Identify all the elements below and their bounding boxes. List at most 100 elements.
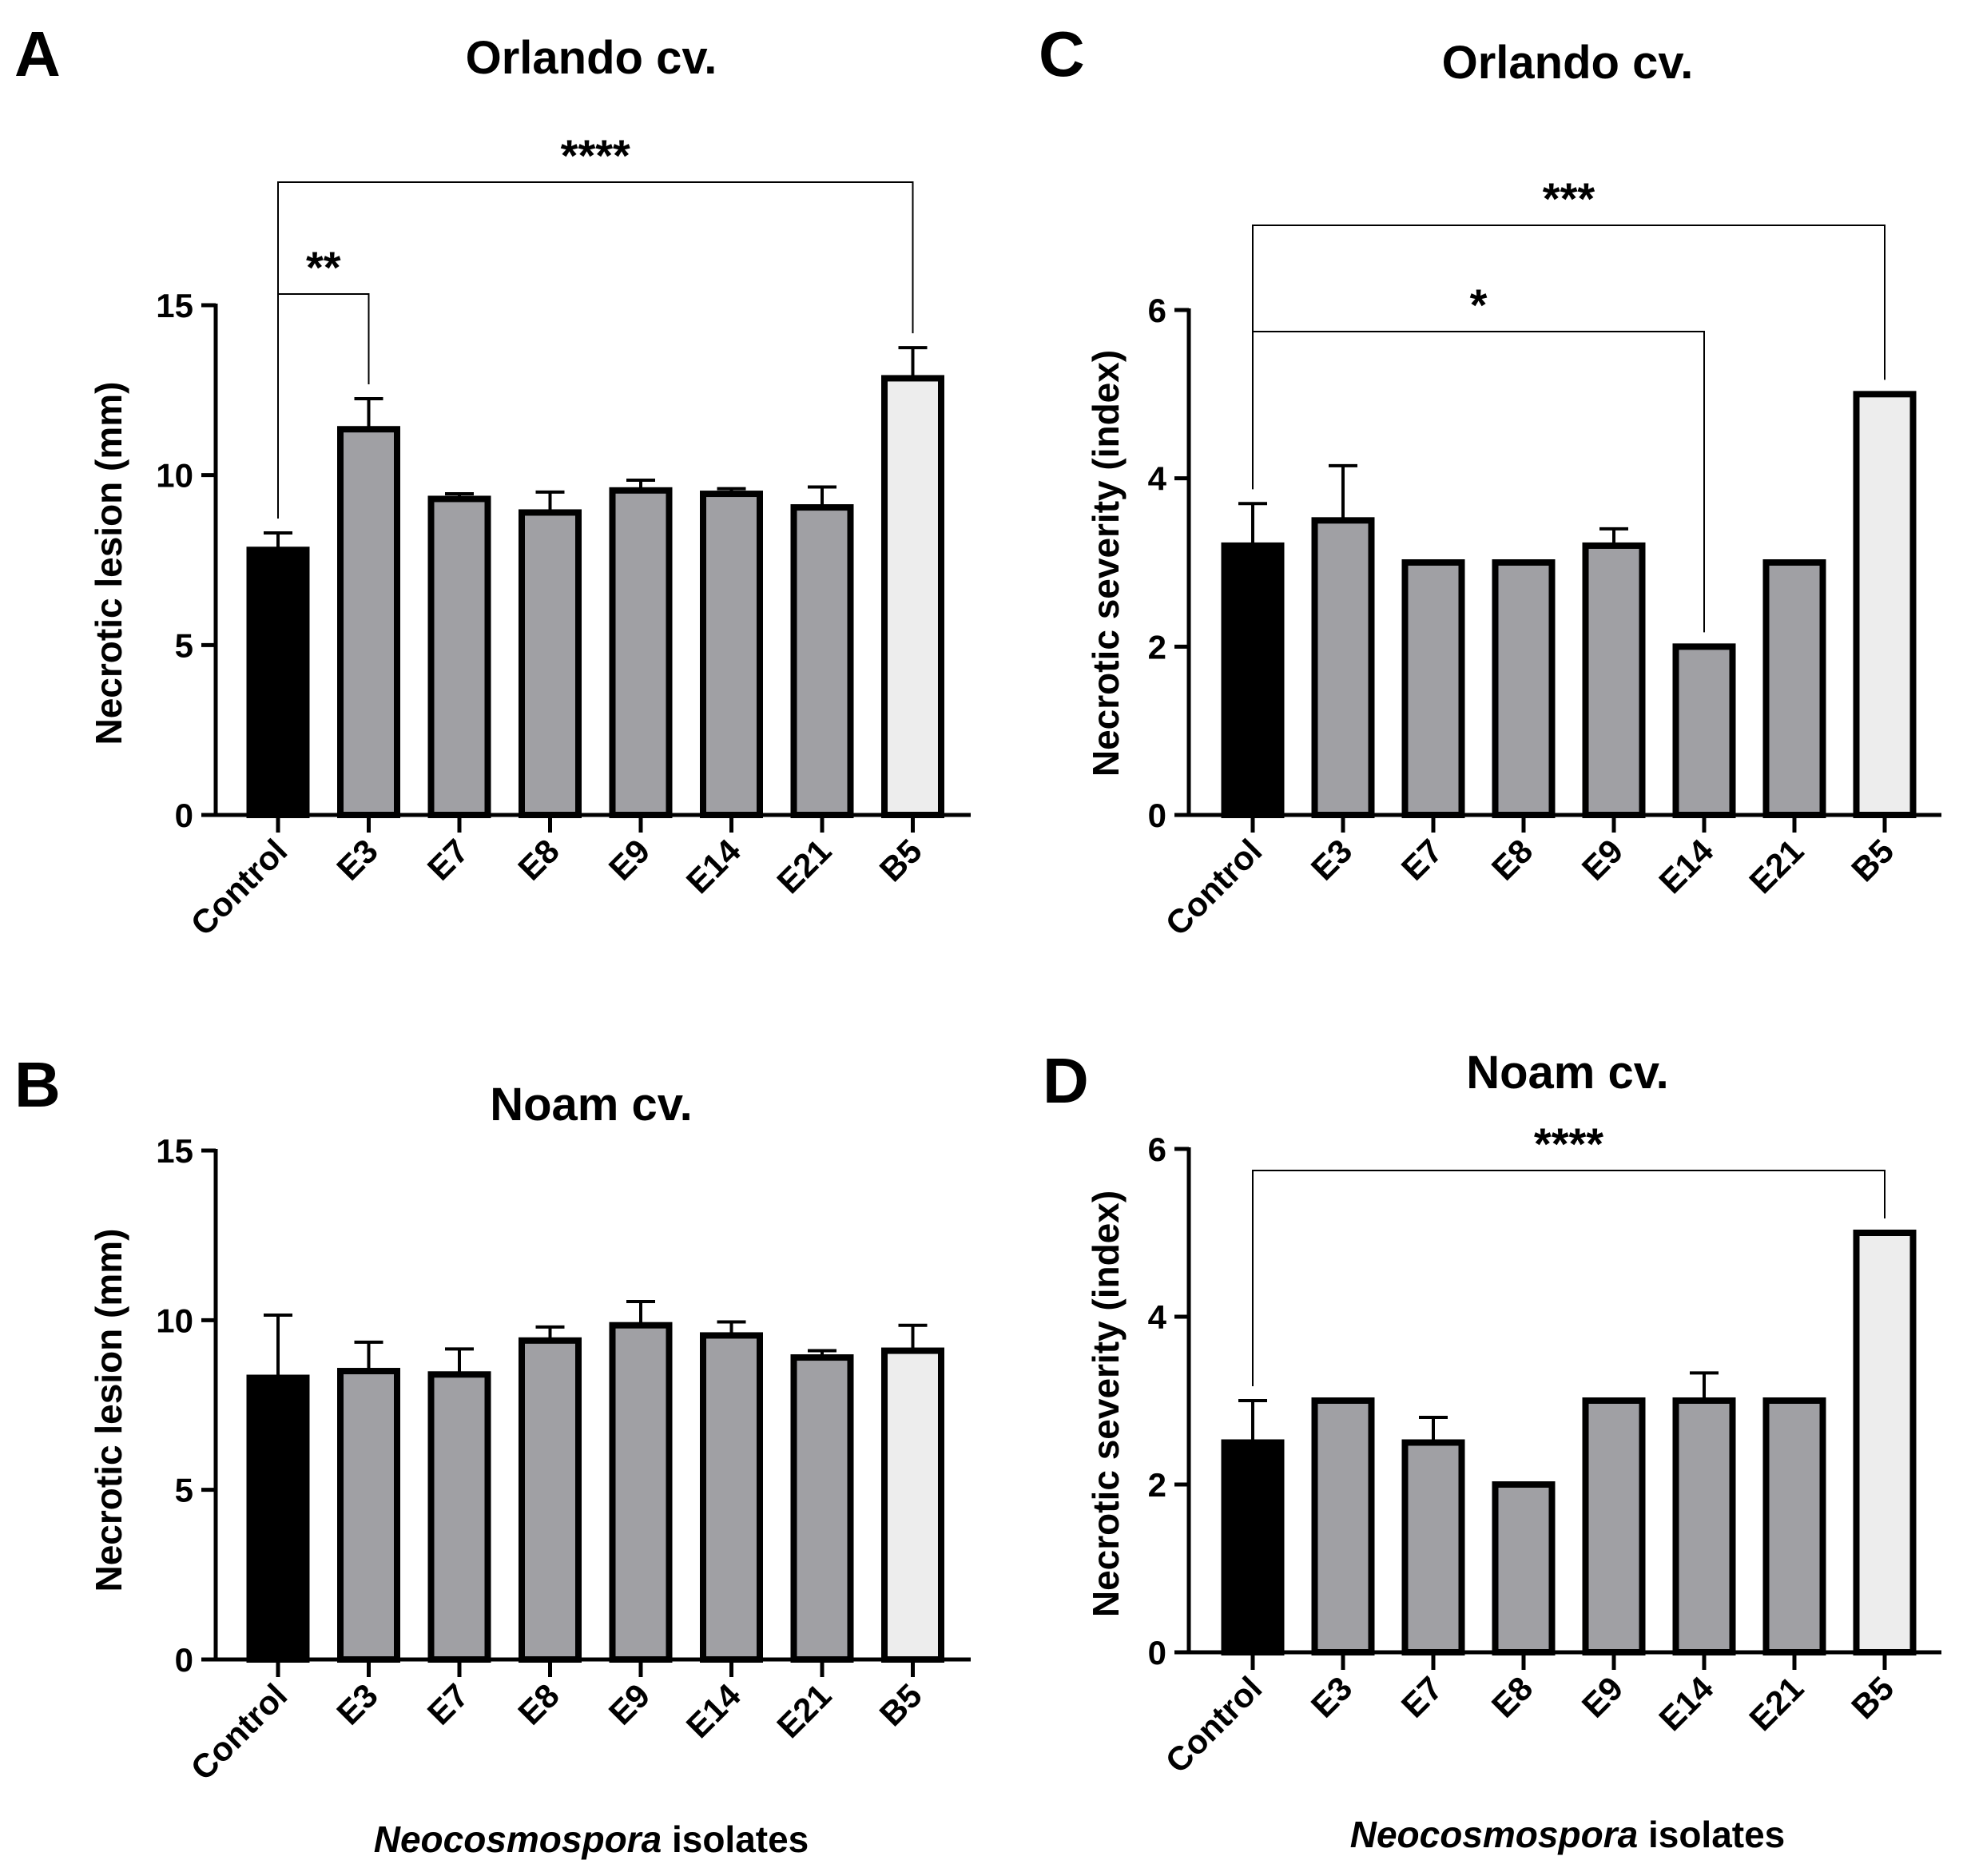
bar-e3 <box>1311 517 1375 818</box>
x-tick-label: E7 <box>420 832 476 888</box>
bar-e9 <box>1582 542 1646 819</box>
bar-e14 <box>1672 1397 1736 1655</box>
plot-area: 0 2 4 6 Control E3 E7 E8 E9 E14 E21 B5 **** <box>1148 1119 1941 1780</box>
y-tick-label: 2 <box>1148 1466 1166 1504</box>
bar-e7 <box>427 495 491 818</box>
x-caption-rest: isolates <box>662 1818 809 1860</box>
bar-e21 <box>790 1354 854 1663</box>
bar-e8 <box>519 509 582 818</box>
x-tick-label: E14 <box>1651 832 1721 901</box>
x-tick-label: E7 <box>420 1676 476 1732</box>
y-axis-label: Necrotic severity (index) <box>1085 350 1127 777</box>
x-tick-label: E3 <box>329 832 385 888</box>
x-tick-label: E9 <box>1575 832 1631 888</box>
bar-control <box>1221 1439 1285 1655</box>
bar-e9 <box>609 487 673 818</box>
x-caption-rest: isolates <box>1638 1814 1785 1855</box>
bar-e8 <box>1492 559 1556 818</box>
x-tick-label: B5 <box>1844 1669 1901 1726</box>
bar-control <box>1221 542 1285 819</box>
panel-letter: B <box>14 1049 61 1120</box>
x-axis-caption: Neocosmospora isolates <box>1350 1814 1786 1855</box>
bar-b5 <box>881 1347 944 1663</box>
bar-b5 <box>1853 1230 1917 1655</box>
x-tick-label: E8 <box>1484 1669 1540 1725</box>
bar-e8 <box>519 1337 582 1663</box>
x-tick-label: E8 <box>1484 832 1540 888</box>
x-axis-caption: Neocosmospora isolates <box>374 1818 809 1860</box>
panel-letter: A <box>14 18 61 89</box>
significance-bracket <box>277 181 914 470</box>
significance-label: **** <box>1534 1119 1603 1169</box>
bar-e21 <box>790 504 854 818</box>
y-tick-label: 0 <box>1148 1634 1166 1671</box>
x-tick-label: E21 <box>1742 832 1810 900</box>
significance-label: **** <box>561 130 630 181</box>
bar-e7 <box>1401 559 1465 818</box>
bar-b5 <box>1853 391 1917 819</box>
y-tick-label: 2 <box>1148 628 1166 666</box>
bar-e14 <box>700 1332 763 1663</box>
x-tick-label: B5 <box>1844 832 1901 888</box>
bar-e21 <box>1762 1397 1826 1655</box>
x-tick-label: E8 <box>511 1676 566 1732</box>
x-tick-label: E14 <box>679 1676 749 1746</box>
y-axis-label: Necrotic severity (index) <box>1085 1190 1127 1617</box>
x-tick-label: E14 <box>1651 1669 1721 1739</box>
significance-bracket <box>1252 225 1886 490</box>
y-tick-label: 6 <box>1148 292 1166 329</box>
x-tick-label: E14 <box>679 832 749 901</box>
x-tick-label: B5 <box>872 832 929 888</box>
panel-d: D Noam cv. Necrotic severity (index) 0 2 4… <box>1043 1045 1941 1855</box>
y-tick-label: 0 <box>175 797 193 834</box>
panel-b: B Noam cv. Necrotic lesion (mm) 0 5 10 15 Co… <box>14 1049 971 1860</box>
y-axis-label: Necrotic lesion (mm) <box>88 1229 129 1592</box>
x-tick-label: E3 <box>329 1676 385 1732</box>
y-tick-label: 15 <box>156 287 193 324</box>
x-tick-label: Control <box>1158 1669 1270 1780</box>
bar-b5 <box>881 375 944 818</box>
bar-e3 <box>1311 1397 1375 1655</box>
panel-c: C Orlando cv. Necrotic severity (index) … <box>1039 18 1941 943</box>
significance-label: ** <box>306 242 341 292</box>
x-caption-italic: Neocosmospora <box>374 1818 662 1860</box>
y-tick-label: 10 <box>156 457 193 495</box>
bar-e7 <box>427 1371 491 1663</box>
bar-e3 <box>337 426 400 818</box>
x-tick-label: E9 <box>1575 1669 1631 1725</box>
x-tick-label: E21 <box>769 832 838 900</box>
y-tick-label: 10 <box>156 1302 193 1339</box>
chart-title: Noam cv. <box>1466 1047 1669 1099</box>
bar-e21 <box>1762 559 1826 818</box>
bar-e3 <box>337 1368 400 1663</box>
plot-area: 0 5 10 15 Control E3 E7 E8 E9 E14 E21 B5 <box>156 1132 971 1787</box>
significance-label: * <box>1470 280 1488 330</box>
x-tick-label: E7 <box>1394 1669 1450 1725</box>
x-tick-label: E9 <box>602 832 658 888</box>
x-tick-label: Control <box>184 1676 295 1787</box>
x-tick-label: B5 <box>872 1676 929 1733</box>
x-tick-label: E3 <box>1304 1669 1360 1725</box>
chart-title: Orlando cv. <box>466 32 717 84</box>
bar-e9 <box>609 1322 673 1663</box>
significance-bracket <box>1252 1170 1886 1386</box>
bar-control <box>246 1374 310 1663</box>
panel-letter: D <box>1043 1045 1089 1116</box>
y-tick-label: 5 <box>175 1472 193 1509</box>
x-tick-label: E21 <box>1742 1669 1810 1738</box>
bar-e14 <box>700 491 763 818</box>
x-tick-label: Control <box>184 832 295 943</box>
y-tick-label: 0 <box>1148 797 1166 834</box>
bar-e7 <box>1401 1439 1465 1655</box>
panel-letter: C <box>1039 18 1085 89</box>
bar-e9 <box>1582 1397 1646 1655</box>
x-tick-label: E7 <box>1394 832 1450 888</box>
panel-a: A Orlando cv. Necrotic lesion (mm) 0 5 10 1… <box>14 18 971 943</box>
y-tick-label: 4 <box>1148 460 1167 498</box>
x-tick-label: Control <box>1158 832 1270 943</box>
y-tick-label: 15 <box>156 1132 193 1170</box>
bar-e8 <box>1492 1481 1556 1655</box>
y-tick-label: 5 <box>175 626 193 664</box>
y-tick-label: 4 <box>1148 1298 1167 1336</box>
